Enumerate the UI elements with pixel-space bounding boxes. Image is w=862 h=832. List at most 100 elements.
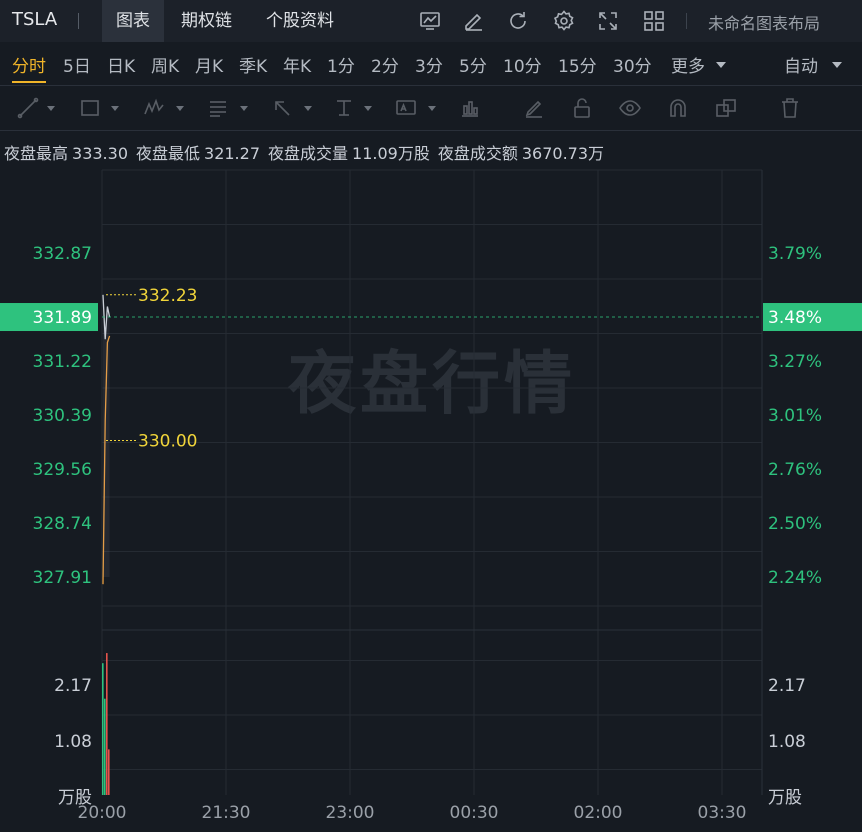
chevron-down-icon[interactable] (111, 106, 119, 111)
arrow-tool-icon[interactable] (270, 96, 294, 120)
period-bar: 分时 5日 日K 周K 月K 季K 年K 1分 2分 3分 5分 10分 15分… (0, 42, 862, 86)
period-15min[interactable]: 15分 (558, 57, 597, 77)
chevron-down-icon[interactable] (428, 106, 436, 111)
period-10min[interactable]: 10分 (503, 57, 542, 77)
period-intraday[interactable]: 分时 (12, 57, 46, 77)
price-tick-label: 328.74 (33, 514, 92, 534)
low-label: 夜盘最低 (136, 144, 201, 163)
percent-tick-label: 2.50% (768, 514, 822, 534)
current-price-label: 331.89 (33, 308, 92, 328)
volume-bar (106, 653, 108, 795)
drawing-toolbar (0, 86, 862, 131)
chevron-down-icon[interactable] (176, 106, 184, 111)
volume-bar (104, 698, 106, 795)
price-tick-label: 330.39 (33, 406, 92, 426)
percent-tick-label: 2.24% (768, 568, 822, 588)
fib-tool-icon[interactable] (206, 96, 230, 120)
trash-icon[interactable] (778, 96, 802, 120)
period-more[interactable]: 更多 (671, 57, 705, 77)
draw-icon[interactable] (462, 9, 486, 33)
chevron-down-icon[interactable] (832, 62, 842, 68)
volume-tick-label: 万股 (768, 788, 802, 808)
price-line (102, 335, 111, 585)
high-label: 夜盘最高 (4, 144, 69, 163)
measure-icon[interactable] (458, 96, 482, 120)
volume-tick-label: 2.17 (768, 676, 806, 696)
eye-icon[interactable] (618, 96, 642, 120)
active-period-indicator (12, 81, 46, 83)
amount-label: 夜盘成交额 (437, 144, 518, 163)
percent-tick-label: 3.79% (768, 244, 822, 264)
percent-tick-label: 3.01% (768, 406, 822, 426)
price-tick-label: 331.22 (33, 352, 92, 372)
current-change-badge (763, 303, 862, 332)
low-value: 321.27 (204, 144, 260, 163)
high-value: 333.30 (72, 144, 128, 163)
chevron-down-icon[interactable] (304, 106, 312, 111)
chevron-down-icon[interactable] (716, 62, 726, 68)
price-area (103, 294, 110, 577)
time-tick-label: 23:00 (326, 803, 375, 823)
chevron-down-icon[interactable] (240, 106, 248, 111)
text-position-icon[interactable] (332, 96, 356, 120)
period-weekly[interactable]: 周K (151, 57, 180, 77)
price-tick-label: 327.91 (33, 568, 92, 588)
average-price-line (102, 294, 111, 340)
time-tick-label: 21:30 (202, 803, 251, 823)
price-tick-label: 332.87 (33, 244, 92, 264)
tab-company-profile[interactable]: 个股资料 (266, 11, 334, 31)
price-annotation-label: 332.23 (138, 286, 197, 306)
period-monthly[interactable]: 月K (195, 57, 224, 77)
period-3min[interactable]: 3分 (415, 57, 443, 77)
lock-icon[interactable] (570, 96, 594, 120)
volume-bar (102, 663, 104, 795)
line-tool-icon[interactable] (16, 96, 40, 120)
rectangle-tool-icon[interactable] (78, 96, 102, 120)
volume-tick-label: 万股 (58, 788, 92, 808)
chevron-down-icon[interactable] (47, 106, 55, 111)
time-tick-label: 03:30 (698, 803, 747, 823)
volume-tick-label: 1.08 (768, 732, 806, 752)
pen-icon[interactable] (522, 96, 546, 120)
period-1min[interactable]: 1分 (327, 57, 355, 77)
period-2min[interactable]: 2分 (371, 57, 399, 77)
amount-value: 3670.73万 (521, 144, 605, 163)
volume-label: 夜盘成交量 (268, 144, 349, 163)
period-quarterly[interactable]: 季K (239, 57, 268, 77)
percent-tick-label: 2.76% (768, 460, 822, 480)
current-price-badge (0, 303, 98, 332)
period-30min[interactable]: 30分 (613, 57, 652, 77)
gear-icon[interactable] (552, 9, 576, 33)
ticker-symbol: TSLA (12, 9, 58, 30)
chevron-down-icon[interactable] (364, 106, 372, 111)
night-session-stats: 夜盘最高 333.30 夜盘最低 321.27 夜盘成交量 11.09万股 夜盘成交额 367… (4, 140, 612, 164)
volume-tick-label: 1.08 (54, 732, 92, 752)
period-yearly[interactable]: 年K (283, 57, 312, 77)
magnet-icon[interactable] (666, 96, 690, 120)
layout-name[interactable]: 未命名图表布局 (708, 14, 821, 33)
price-tick-label: 329.56 (33, 460, 92, 480)
text-label-icon[interactable] (394, 96, 418, 120)
period-5d[interactable]: 5日 (63, 57, 91, 77)
volume-value: 11.09万股 (352, 144, 430, 163)
volume-bar (108, 749, 110, 795)
auto-scale-select[interactable]: 自动 (784, 57, 818, 77)
wave-tool-icon[interactable] (142, 96, 166, 120)
refresh-icon[interactable] (506, 9, 530, 33)
watermark: 夜盘行情 (288, 345, 577, 424)
duplicate-icon[interactable] (714, 96, 738, 120)
tab-options-chain[interactable]: 期权链 (181, 11, 232, 31)
fullscreen-icon[interactable] (596, 9, 620, 33)
divider (78, 13, 79, 29)
time-tick-label: 00:30 (450, 803, 499, 823)
period-5min[interactable]: 5分 (459, 57, 487, 77)
divider (686, 13, 687, 29)
time-tick-label: 02:00 (574, 803, 623, 823)
period-daily[interactable]: 日K (107, 57, 136, 77)
layout-grid-icon[interactable] (642, 9, 666, 33)
tab-chart[interactable]: 图表 (102, 0, 164, 42)
price-annotation-label: 330.00 (138, 431, 197, 451)
chart-settings-icon[interactable] (418, 9, 442, 33)
volume-tick-label: 2.17 (54, 676, 92, 696)
time-tick-label: 20:00 (78, 803, 127, 823)
